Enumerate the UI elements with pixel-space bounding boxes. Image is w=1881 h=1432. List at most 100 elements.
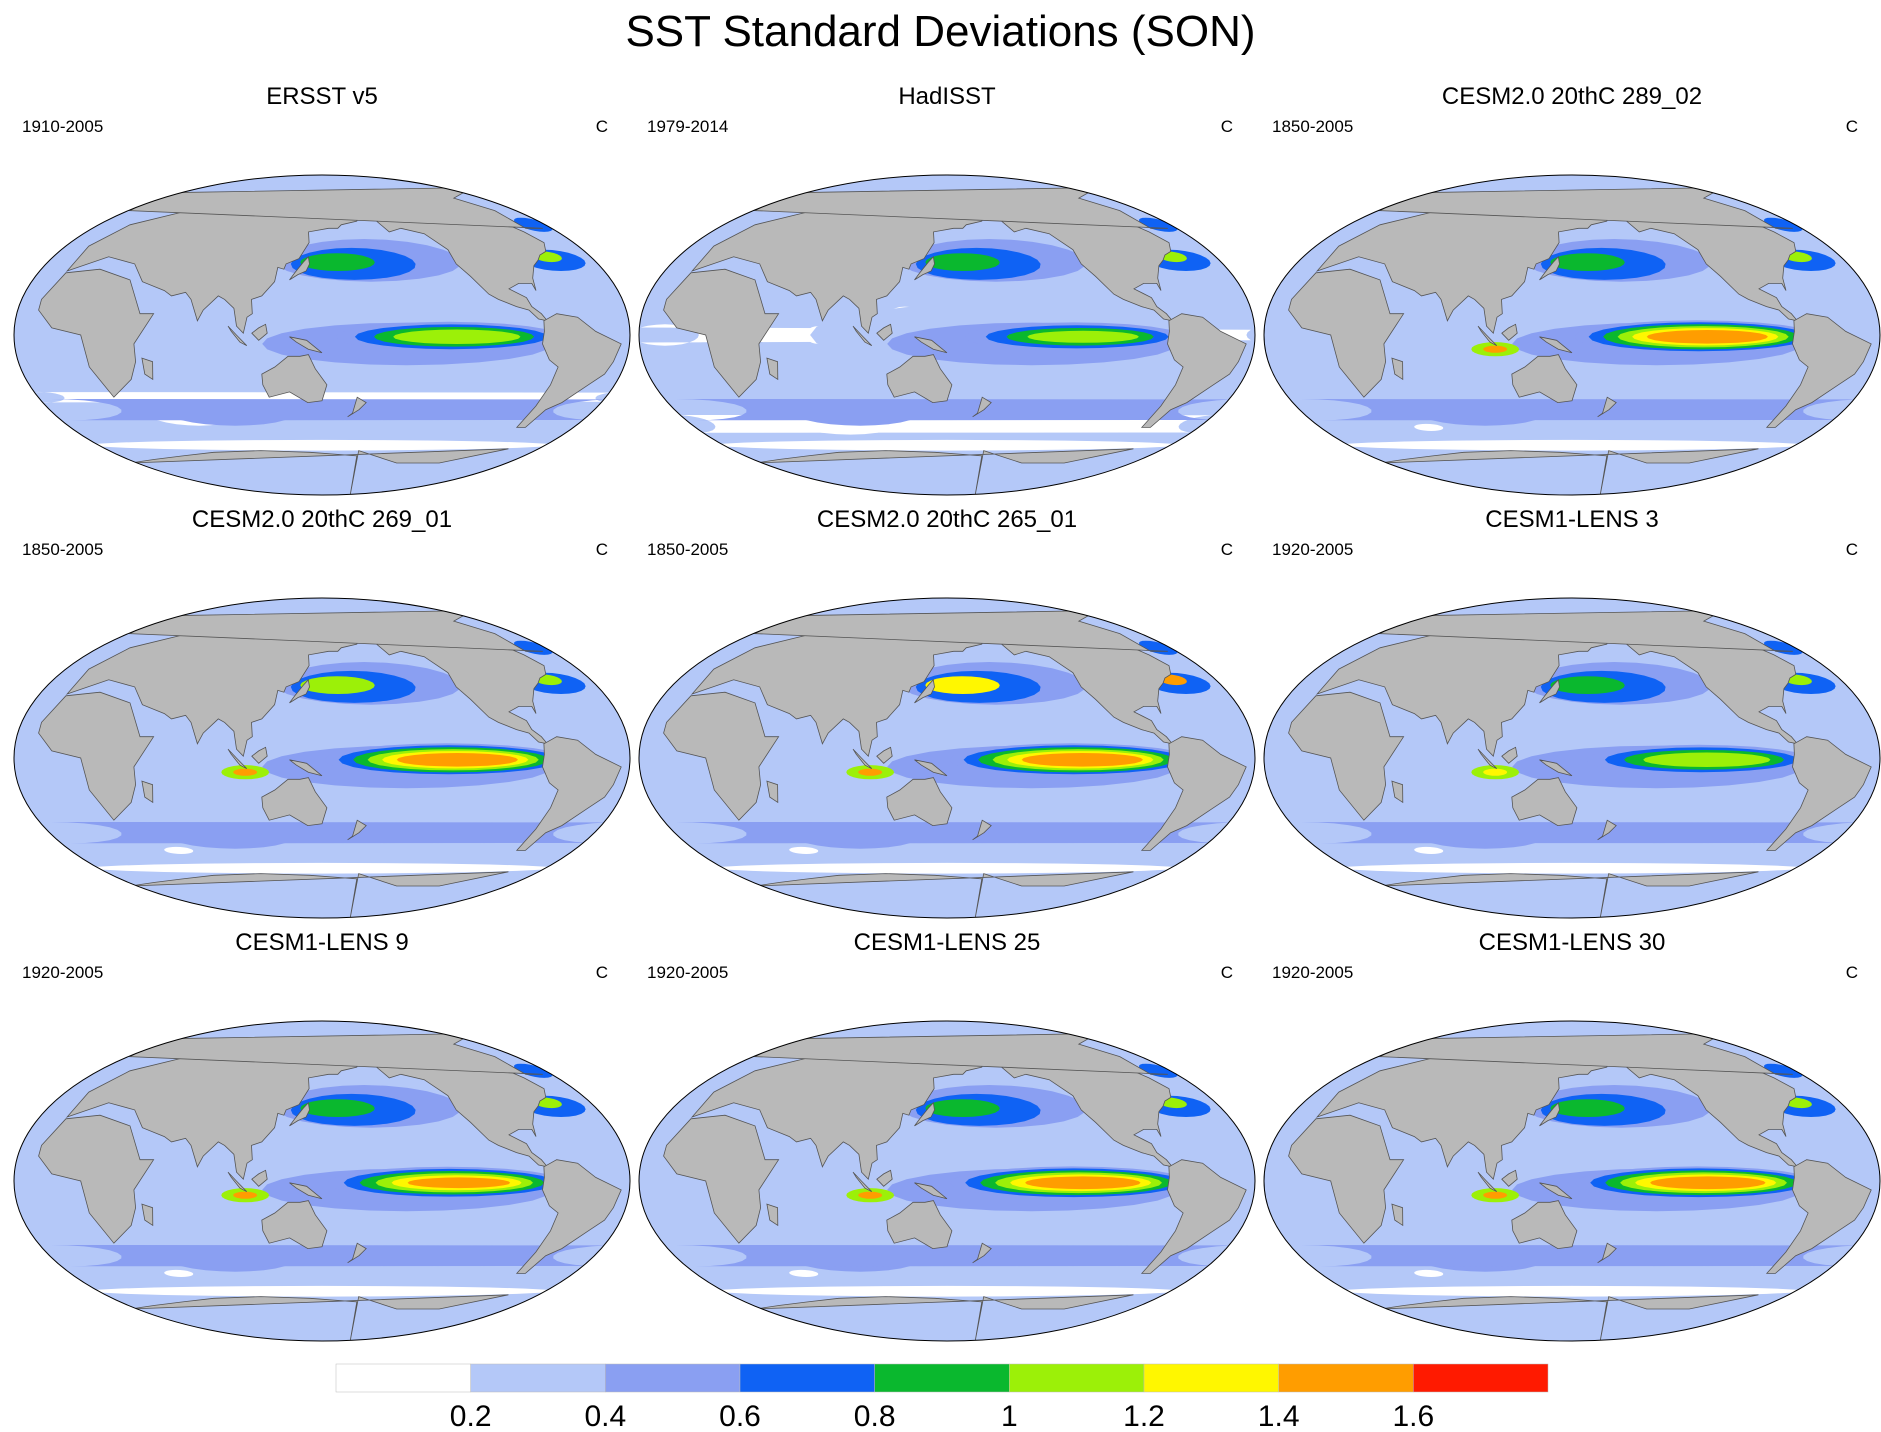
sst-contour <box>1764 217 1803 232</box>
land-mass <box>38 691 155 821</box>
sst-contour <box>514 640 553 655</box>
sst-contour <box>1643 752 1771 767</box>
land-mass <box>914 678 935 704</box>
colorbar-label: 0.8 <box>854 1400 896 1432</box>
panel-title: CESM2.0 20thC 269_01 <box>191 506 453 533</box>
land-mass <box>1597 819 1617 841</box>
panel-years: 1920-2005 <box>647 963 729 982</box>
figure-title: SST Standard Deviations (SON) <box>625 7 1256 56</box>
land-mass <box>914 336 948 354</box>
land-mass <box>515 736 622 851</box>
low-sd-region <box>1414 846 1444 854</box>
land-mass <box>1539 759 1573 777</box>
panel-units: C <box>1220 117 1233 136</box>
low-sd-region <box>789 1269 819 1277</box>
land-mass <box>766 780 779 804</box>
colorbar-label: 0.6 <box>719 1400 761 1432</box>
land-mass <box>1391 780 1404 804</box>
land-mass <box>1539 678 1560 704</box>
land-mass <box>755 448 1134 495</box>
sst-contour <box>1301 399 1858 421</box>
land-mass <box>141 1203 154 1227</box>
land-mass <box>914 759 948 777</box>
land-mass <box>515 1159 622 1274</box>
map-border <box>638 1020 1256 1342</box>
map-panel: ERSST v5 1910-2005 C <box>12 82 632 502</box>
land-mass <box>1539 1182 1573 1200</box>
panel-units: C <box>1220 963 1233 982</box>
panel-title: CESM2.0 20thC 289_02 <box>1441 83 1703 110</box>
sst-contour <box>300 676 375 694</box>
sst-map <box>638 597 1256 919</box>
colorbar-label: 1.4 <box>1258 1400 1300 1432</box>
land-mass <box>261 354 328 404</box>
land-mass <box>130 871 509 918</box>
sst-contour <box>300 253 375 271</box>
land-mass <box>1477 1171 1498 1193</box>
sst-map <box>13 597 631 919</box>
sst-contour <box>858 768 883 776</box>
sst-contour <box>925 253 1000 271</box>
land-mass <box>1765 313 1872 428</box>
land-mass <box>347 819 367 841</box>
land-mass <box>1511 354 1578 404</box>
sst-contour <box>1550 253 1625 271</box>
land-mass <box>38 1114 155 1244</box>
land-mass <box>1539 336 1573 354</box>
land-mass <box>972 819 992 841</box>
land-mass <box>876 746 893 764</box>
map-border <box>1263 597 1881 919</box>
sst-contour <box>1764 1063 1803 1078</box>
map-panel: CESM1-LENS 9 1920-2005 C <box>12 928 632 1348</box>
land-mass <box>1539 1101 1560 1127</box>
land-mass <box>1288 1114 1405 1244</box>
sst-contour <box>393 329 521 344</box>
land-mass <box>1140 736 1247 851</box>
land-mass <box>886 354 953 404</box>
sst-contour <box>1301 1245 1858 1267</box>
panel-units: C <box>595 117 608 136</box>
panel-units: C <box>1845 540 1858 559</box>
land-mass <box>1765 736 1872 851</box>
panel-years: 1920-2005 <box>22 963 104 982</box>
colorbar-swatch <box>1009 1363 1145 1393</box>
colorbar-swatch <box>1143 1363 1279 1393</box>
sst-contour <box>1483 768 1508 776</box>
land-mass <box>1477 325 1498 347</box>
sst-map <box>638 1020 1256 1342</box>
land-mass <box>1288 268 1405 398</box>
land-mass <box>1765 1159 1872 1274</box>
land-mass <box>972 1242 992 1264</box>
map-panel: CESM2.0 20thC 265_01 1850-2005 C <box>637 505 1257 925</box>
sst-contour <box>1301 822 1858 844</box>
panel-title: ERSST v5 <box>266 83 378 110</box>
panel-years: 1920-2005 <box>1272 540 1354 559</box>
land-mass <box>914 1101 935 1127</box>
panel-title: CESM1-LENS 25 <box>853 929 1041 956</box>
land-mass <box>1380 448 1759 495</box>
map-border <box>13 597 631 919</box>
land-mass <box>515 313 622 428</box>
land-mass <box>1511 777 1578 827</box>
low-sd-region <box>716 862 1178 874</box>
sst-contour <box>300 1099 375 1117</box>
land-mass <box>1140 313 1247 428</box>
sst-contour <box>396 753 518 767</box>
land-mass <box>251 323 268 341</box>
land-mass <box>130 1294 509 1341</box>
land-mass <box>852 748 873 770</box>
land-mass <box>1501 746 1518 764</box>
land-mass <box>251 1169 268 1187</box>
colorbar-swatch <box>335 1363 471 1393</box>
land-mass <box>972 396 992 418</box>
land-mass <box>261 777 328 827</box>
panel-units: C <box>595 540 608 559</box>
sst-map <box>13 174 631 496</box>
sst-contour <box>925 676 1000 694</box>
sst-contour <box>1139 640 1178 655</box>
land-mass <box>755 871 1134 918</box>
land-mass <box>227 748 248 770</box>
land-mass <box>289 1101 310 1127</box>
land-mass <box>876 323 893 341</box>
land-mass <box>289 255 310 281</box>
